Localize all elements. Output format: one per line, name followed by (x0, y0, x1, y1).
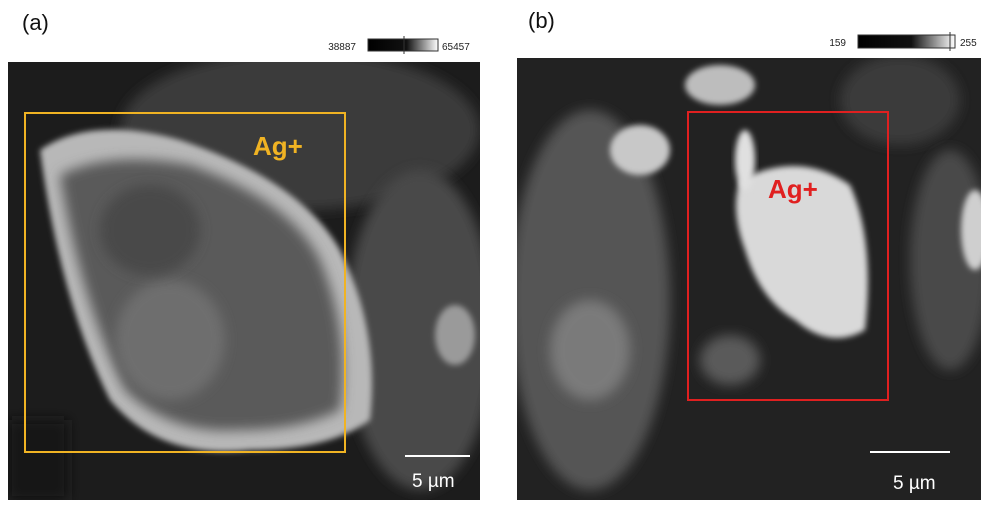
annotation: Ag+ (253, 131, 303, 161)
figure-svg: (a) 38887 65457 Ag+ 5 µm (b) 159 255 Ag+… (0, 0, 981, 506)
colorbar (858, 35, 955, 48)
figure: (a) 38887 65457 Ag+ 5 µm (b) 159 255 Ag+… (0, 0, 981, 506)
colorbar-min: 38887 (328, 42, 356, 53)
annotation: Ag+ (768, 174, 818, 204)
colorbar-max: 65457 (442, 42, 470, 53)
sem-image (510, 55, 981, 500)
scale-bar-label: 5 µm (893, 473, 936, 494)
colorbar-min: 159 (829, 38, 846, 49)
panel-label: (a) (22, 10, 49, 35)
colorbar (368, 39, 438, 51)
colorbar-max: 255 (960, 38, 977, 49)
scale-bar-label: 5 µm (412, 471, 455, 492)
panel-label: (b) (528, 8, 555, 33)
sem-image (8, 50, 495, 500)
